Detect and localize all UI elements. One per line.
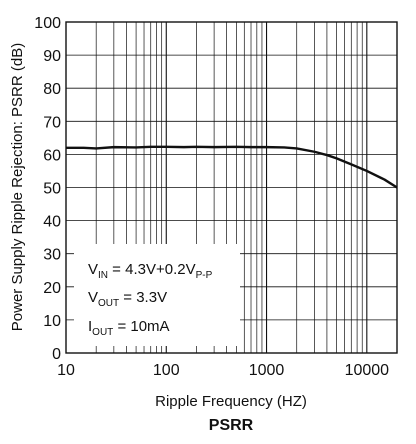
annotation-vin: VIN = 4.3V+0.2VP-P bbox=[88, 261, 213, 281]
x-tick-label: 10 bbox=[57, 362, 75, 379]
annotation-box bbox=[74, 244, 240, 346]
annotation-vout: VOUT = 3.3V bbox=[88, 289, 167, 309]
y-tick-label: 0 bbox=[52, 346, 61, 363]
psrr-series-line bbox=[66, 145, 398, 189]
chart-caption: PSRR bbox=[209, 417, 254, 434]
y-tick-label: 10 bbox=[43, 313, 61, 330]
y-tick-label: 40 bbox=[43, 214, 61, 231]
y-axis-title: Power Supply Ripple Rejection: PSRR (dB) bbox=[9, 43, 26, 331]
y-tick-label: 90 bbox=[43, 48, 61, 65]
annotation-iout: IOUT = 10mA bbox=[88, 318, 170, 338]
y-tick-label: 20 bbox=[43, 280, 61, 297]
y-tick-label: 60 bbox=[43, 147, 61, 164]
series-group bbox=[66, 145, 398, 189]
x-tick-labels: 10 100 1000 10000 bbox=[57, 362, 389, 379]
y-tick-label: 30 bbox=[43, 247, 61, 264]
x-tick-label: 10000 bbox=[345, 362, 390, 379]
y-tick-label: 100 bbox=[34, 15, 61, 32]
x-axis-title: Ripple Frequency (HZ) bbox=[155, 393, 307, 410]
plot-frame bbox=[65, 21, 398, 354]
y-tick-labels: 0 10 20 30 40 50 60 70 80 90 100 bbox=[34, 15, 61, 363]
x-tick-label: 1000 bbox=[249, 362, 285, 379]
x-tick-label: 100 bbox=[153, 362, 180, 379]
y-tick-label: 80 bbox=[43, 81, 61, 98]
y-tick-label: 50 bbox=[43, 181, 61, 198]
y-tick-label: 70 bbox=[43, 114, 61, 131]
